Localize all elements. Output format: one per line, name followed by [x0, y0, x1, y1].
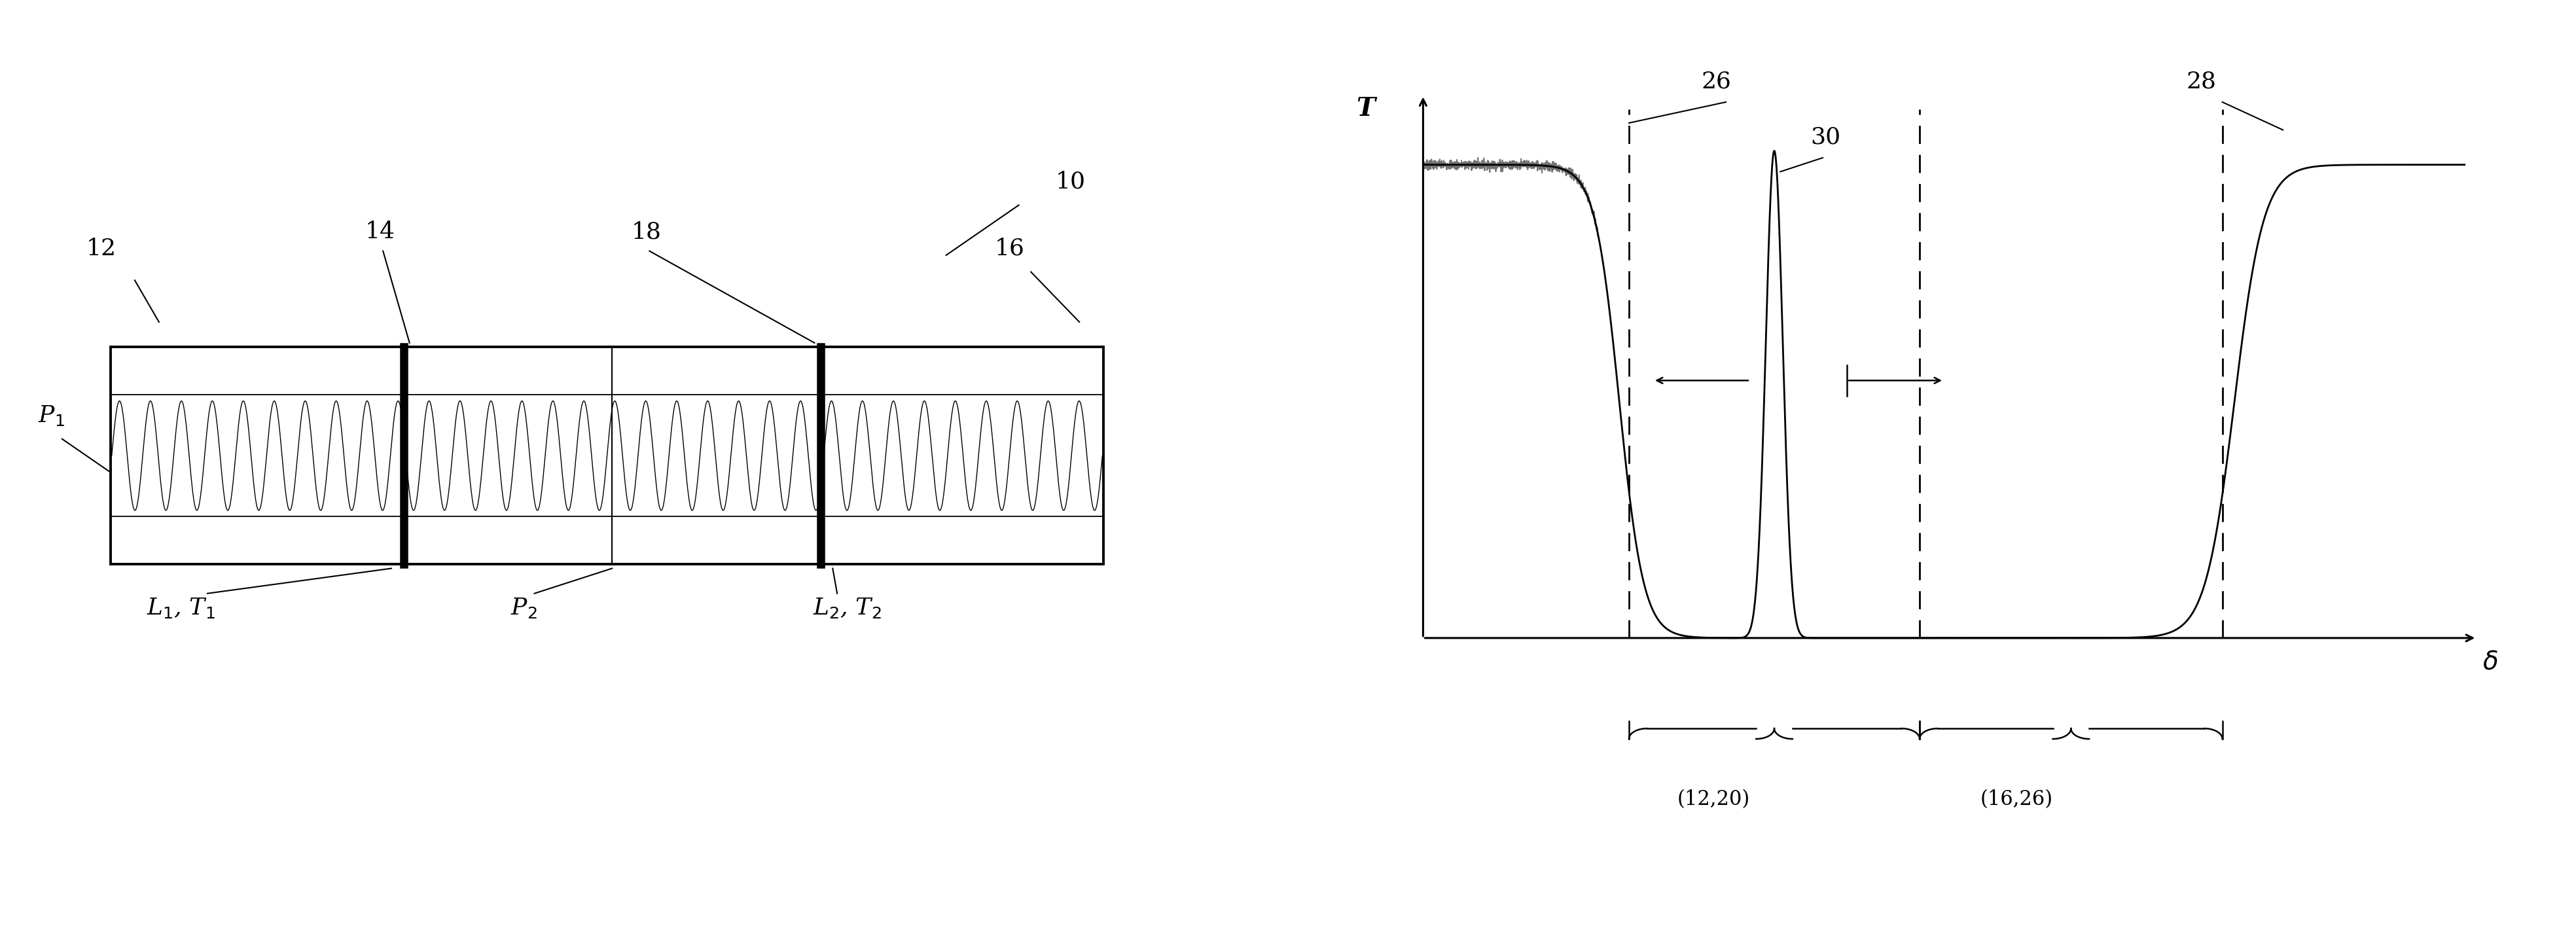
- Text: 26: 26: [1700, 71, 1731, 93]
- Text: P$_1$: P$_1$: [39, 404, 64, 428]
- Text: 18: 18: [631, 221, 662, 243]
- Text: 14: 14: [366, 221, 394, 243]
- Text: 12: 12: [88, 238, 116, 260]
- Text: L$_2$, T$_2$: L$_2$, T$_2$: [811, 596, 881, 620]
- Text: L$_1$, T$_1$: L$_1$, T$_1$: [147, 596, 216, 620]
- Text: 28: 28: [2184, 71, 2215, 93]
- Text: T: T: [1355, 97, 1376, 122]
- Text: 10: 10: [1056, 171, 1084, 193]
- Text: (12,20): (12,20): [1677, 790, 1749, 809]
- Text: P$_2$: P$_2$: [510, 596, 536, 620]
- Text: $\delta$: $\delta$: [2483, 651, 2499, 675]
- Text: 30: 30: [1811, 126, 1839, 148]
- Text: (16,26): (16,26): [1978, 790, 2053, 809]
- Bar: [111, 347, 1103, 564]
- Text: 16: 16: [994, 238, 1025, 260]
